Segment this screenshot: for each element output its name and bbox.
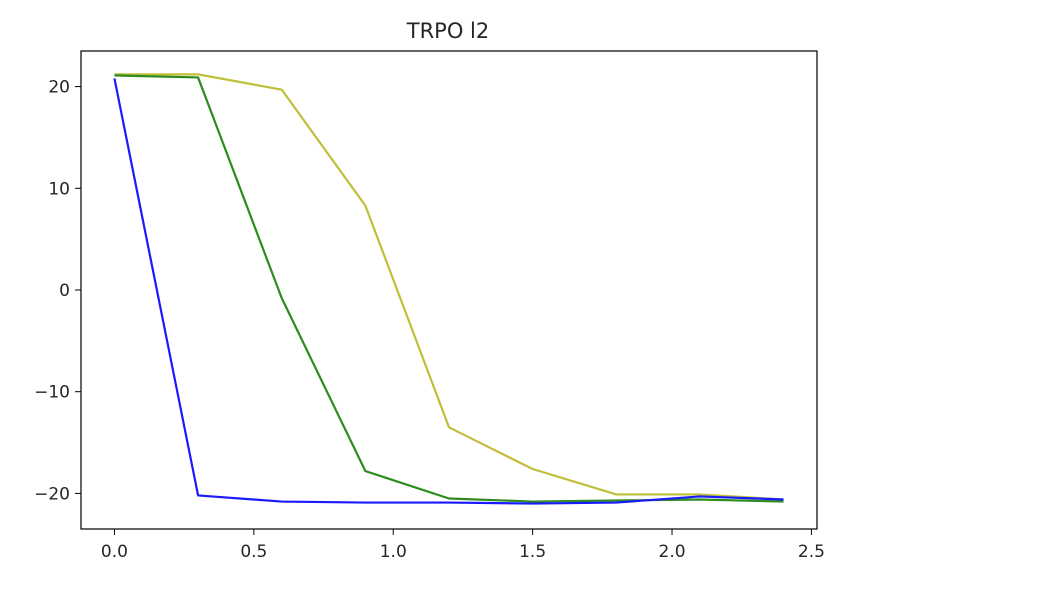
x-axis-ticks: 0.0 0.5 1.0 1.5 2.0 2.5 <box>101 529 825 562</box>
x-tick-label: 1.0 <box>380 542 407 562</box>
x-tick-label: 0.5 <box>240 542 267 562</box>
series-layer <box>113 73 784 505</box>
x-tick-label: 1.5 <box>519 542 546 562</box>
series-line-1 <box>114 73 784 501</box>
y-axis-ticks: 20 10 0 −10 −20 <box>34 78 81 504</box>
series-line-2 <box>114 74 784 503</box>
x-tick-label: 0.0 <box>101 542 128 562</box>
x-tick-label: 2.0 <box>659 542 686 562</box>
y-tick-label: −20 <box>34 484 70 504</box>
y-tick-label: 0 <box>59 281 70 301</box>
series-line-3 <box>113 78 784 505</box>
y-tick-label: 10 <box>48 179 70 199</box>
y-tick-label: 20 <box>48 78 70 98</box>
x-tick-label: 2.5 <box>798 542 825 562</box>
y-tick-label: −10 <box>34 383 70 403</box>
chart-title: TRPO l2 <box>406 19 489 43</box>
